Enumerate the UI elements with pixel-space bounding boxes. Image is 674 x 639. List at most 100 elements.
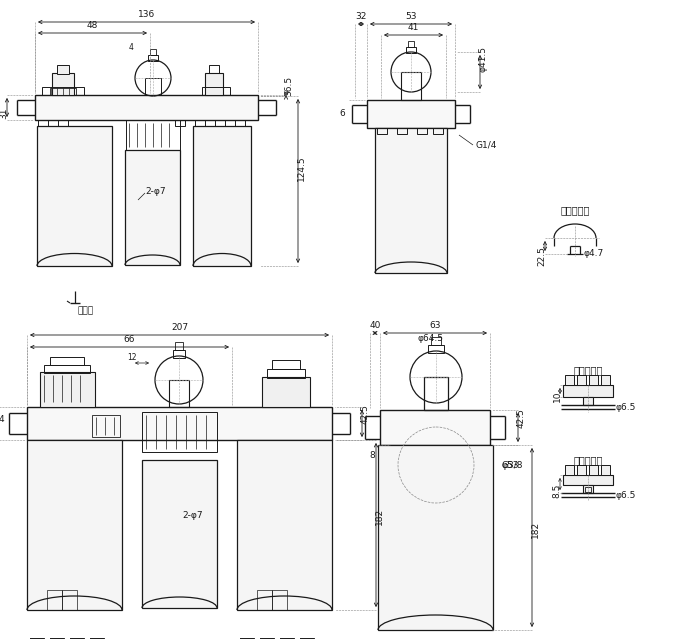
Text: 4: 4 [129,43,133,52]
Bar [280,638,294,639]
Bar [408,41,414,47]
Bar [142,412,217,452]
Bar [175,342,183,350]
Text: 2-φ7: 2-φ7 [182,511,203,520]
Bar [195,120,205,126]
Bar [35,95,258,120]
Bar [92,415,120,437]
Text: 12: 12 [127,353,137,362]
Bar [417,128,427,134]
Bar [601,465,610,475]
Bar [44,365,90,373]
Bar [431,337,441,345]
Bar [30,638,44,639]
Bar [50,357,84,365]
Bar [367,100,455,128]
Bar [375,128,447,273]
Bar [563,385,613,397]
Bar [272,360,300,369]
Bar [173,350,185,358]
Text: 22.5: 22.5 [537,246,547,266]
Bar [563,475,613,485]
Bar [38,120,48,126]
Text: 41: 41 [408,23,419,32]
Bar [209,65,219,73]
Bar [175,120,185,126]
Bar [205,73,223,95]
Bar [240,638,254,639]
Bar [125,150,180,265]
Bar [62,590,77,610]
Text: φ64.5: φ64.5 [417,334,443,343]
Bar [262,377,310,407]
Bar [577,375,586,385]
Bar [300,638,314,639]
Text: 182: 182 [375,508,384,525]
Text: 53: 53 [405,12,417,21]
Bar [27,407,332,440]
Bar [145,78,161,95]
Text: 31: 31 [0,107,9,119]
Bar [257,590,272,610]
Text: φ6.5: φ6.5 [616,491,636,500]
Bar [583,397,593,405]
Text: 42.5: 42.5 [516,408,526,427]
Text: 42.5: 42.5 [361,404,369,424]
Text: G1/4: G1/4 [475,141,496,150]
Bar [58,120,68,126]
Bar [380,410,490,445]
Text: 自动排水式: 自动排水式 [574,455,603,465]
Bar [601,375,610,385]
Bar [148,55,158,61]
Text: G3/8: G3/8 [502,461,524,470]
Bar [577,465,586,475]
Bar [260,638,274,639]
Bar [433,128,443,134]
Text: 8.5: 8.5 [553,484,561,498]
Bar [215,120,225,126]
Bar [150,49,156,55]
Bar [70,638,84,639]
Bar [583,485,593,493]
Text: 40: 40 [369,321,381,330]
Bar [57,65,69,74]
Text: φ4.7: φ4.7 [583,249,603,259]
Bar [565,465,574,475]
Bar [428,345,444,353]
Text: 207: 207 [171,323,188,332]
Bar [406,47,416,53]
Bar [235,120,245,126]
Bar [589,465,598,475]
Bar [47,590,62,610]
Bar [424,377,448,410]
Bar [589,375,598,385]
Bar [52,73,74,95]
Bar [50,638,64,639]
Bar [267,369,305,378]
Text: 124.5: 124.5 [297,155,305,181]
Text: φ53: φ53 [502,461,520,470]
Text: 6: 6 [339,109,345,118]
Bar [585,487,591,492]
Bar [42,87,84,95]
Bar [565,375,574,385]
Text: 差压排水式: 差压排水式 [574,365,603,375]
Text: 8: 8 [369,450,375,459]
Text: 66: 66 [124,335,135,344]
Bar [142,460,217,608]
Text: 2-φ7: 2-φ7 [145,187,166,197]
Bar [377,128,387,134]
Bar [401,72,421,100]
Text: 2-G1/4: 2-G1/4 [0,415,5,424]
Bar [27,440,122,610]
Bar [169,380,189,407]
Bar [50,88,76,95]
Text: 48: 48 [87,21,98,30]
Bar [126,120,180,150]
Text: 排水口: 排水口 [77,306,93,315]
Text: 63: 63 [429,321,441,330]
Bar [193,126,251,266]
Bar [237,440,332,610]
Bar [37,126,112,266]
Bar [397,128,407,134]
